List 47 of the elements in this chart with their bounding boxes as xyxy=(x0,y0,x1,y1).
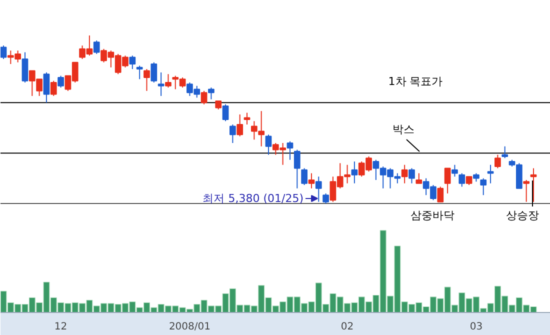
candlestick xyxy=(0,45,7,60)
candlestick xyxy=(523,179,530,202)
candlestick xyxy=(452,164,458,178)
candlestick xyxy=(416,172,422,184)
candlestick xyxy=(236,114,244,137)
x-tick-label: 02 xyxy=(340,322,354,332)
candlestick xyxy=(43,72,50,104)
candlestick xyxy=(136,65,143,80)
candlestick xyxy=(208,87,214,100)
candlestick xyxy=(294,149,300,189)
candlestick xyxy=(437,186,444,202)
candlestick xyxy=(244,112,250,126)
candlestick xyxy=(487,164,494,184)
ref-line-label: 삼중바닥 xyxy=(410,209,454,222)
candlestick xyxy=(230,124,236,144)
ref-line-label: 박스 xyxy=(392,123,414,136)
candlestick xyxy=(22,52,28,84)
candlestick xyxy=(144,68,150,92)
candlestick xyxy=(480,178,487,196)
candlestick xyxy=(165,74,172,88)
candlestick xyxy=(222,104,229,122)
x-tick-label: 03 xyxy=(470,322,483,332)
candlestick xyxy=(494,154,501,169)
candlestick xyxy=(444,168,451,194)
candlestick xyxy=(58,75,64,88)
candlestick xyxy=(322,192,329,204)
candlestick xyxy=(301,168,308,186)
candlestick xyxy=(93,40,100,54)
x-tick-label: 12 xyxy=(54,322,68,332)
candlestick xyxy=(308,172,315,189)
candlestick xyxy=(408,168,415,184)
candlestick xyxy=(351,160,358,184)
candlestick xyxy=(401,164,408,184)
text: 상승장 xyxy=(506,209,539,222)
candlestick xyxy=(286,140,294,160)
candlestick xyxy=(200,90,208,105)
annotation: 최저 5,380 (01/25) xyxy=(202,192,304,205)
candlestick xyxy=(158,72,164,96)
candlestick xyxy=(502,146,508,159)
candlestick xyxy=(458,172,466,188)
candlestick xyxy=(129,55,136,70)
x-tick-label: 2008/01 xyxy=(168,322,210,332)
ref-line-label: 1차 목표가 xyxy=(388,75,443,88)
candlestick xyxy=(150,62,158,84)
candlestick xyxy=(265,134,272,156)
candlestick xyxy=(315,176,322,202)
candlestick xyxy=(50,80,57,96)
